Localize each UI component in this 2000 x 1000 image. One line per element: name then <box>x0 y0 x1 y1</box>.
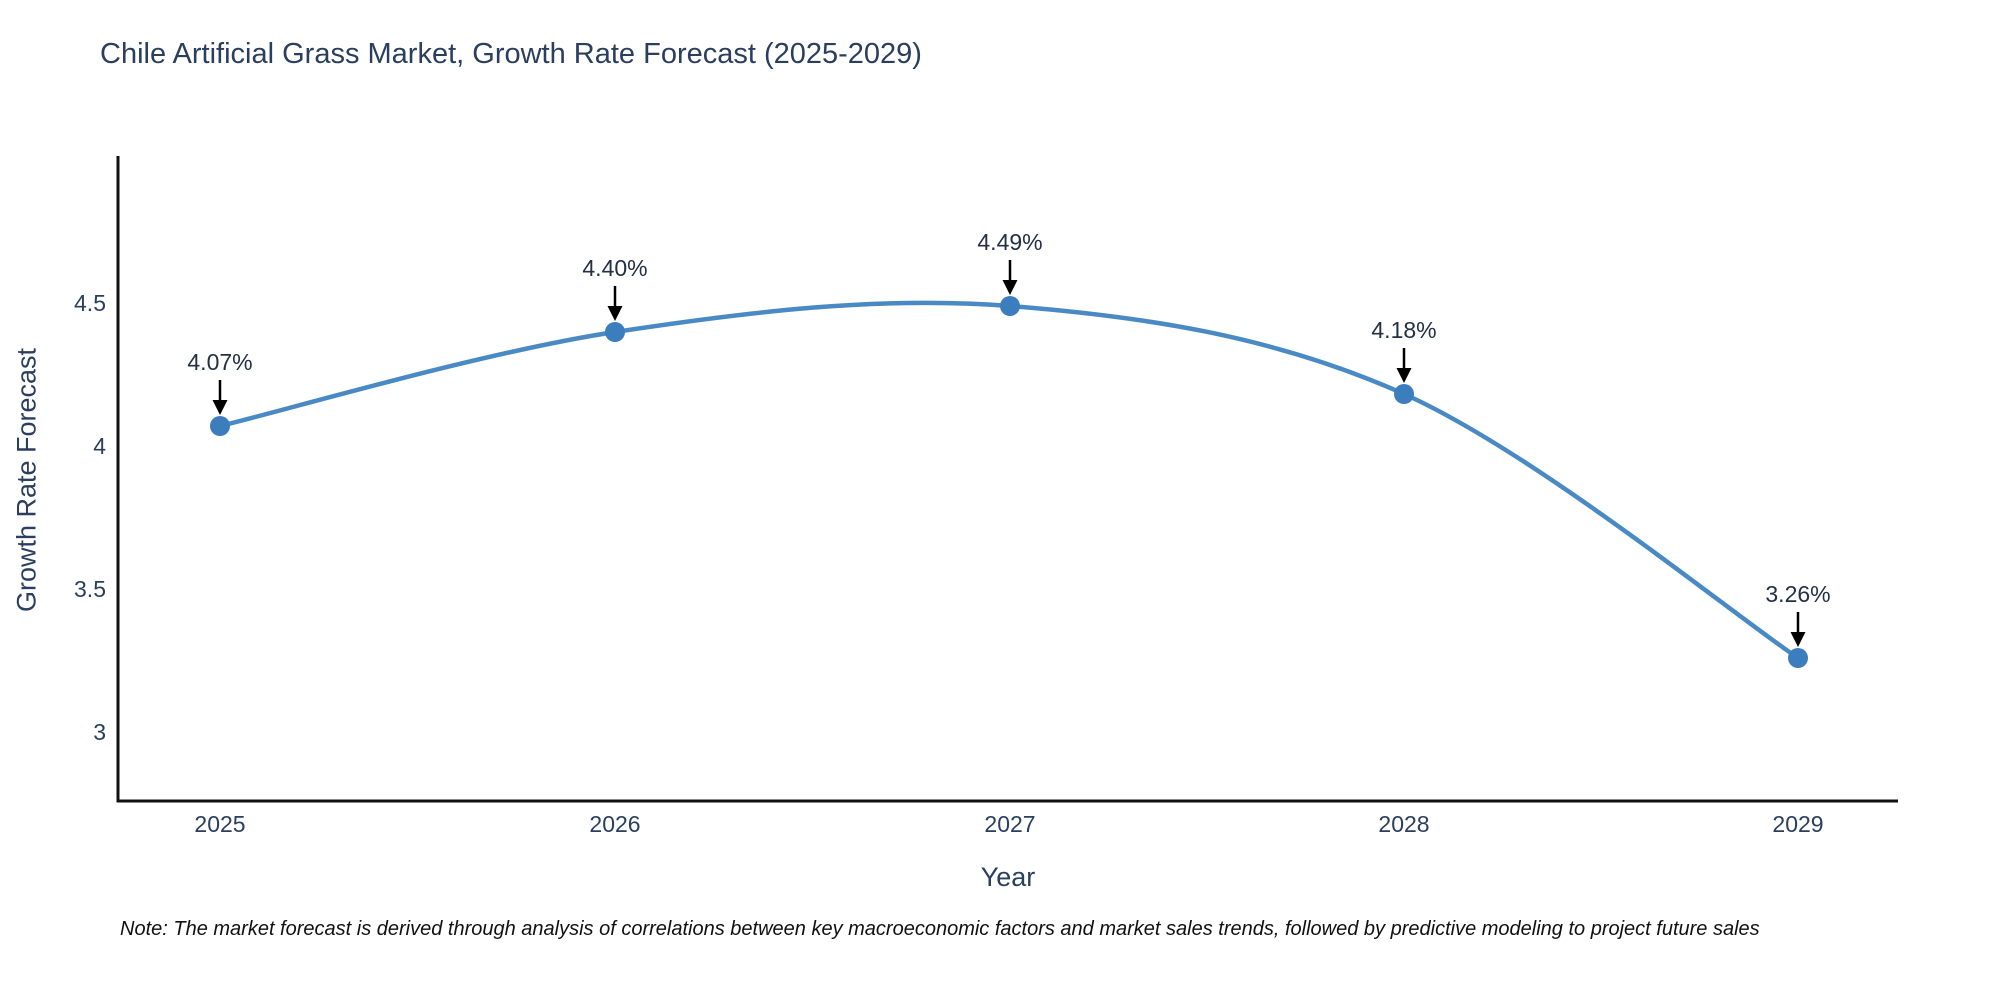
x-tick-2025: 2025 <box>194 811 246 837</box>
x-axis-title: Year <box>980 862 1036 892</box>
x-tick-2028: 2028 <box>1378 811 1430 837</box>
trend-line <box>217 300 1801 661</box>
annotation-arrow-2025 <box>212 380 228 415</box>
footnote: Note: The market forecast is derived thr… <box>120 918 1760 940</box>
point-label-2025: 4.07% <box>187 349 253 375</box>
y-axis-title: Growth Rate Forecast <box>11 347 42 613</box>
y-tick-4: 4 <box>93 433 106 459</box>
annotation-arrow-2026 <box>607 286 623 321</box>
data-point-2027 <box>1000 296 1020 316</box>
chart-title: Chile Artificial Grass Market, Growth Ra… <box>100 38 922 70</box>
data-point-2029 <box>1788 648 1808 668</box>
y-tick-4-5: 4.5 <box>74 290 106 316</box>
x-tick-2029: 2029 <box>1772 811 1824 837</box>
data-point-2025 <box>210 416 230 436</box>
y-tick-3: 3 <box>93 719 106 745</box>
annotation-arrow-2028 <box>1396 348 1412 383</box>
x-tick-2026: 2026 <box>589 811 641 837</box>
y-tick-3-5: 3.5 <box>74 576 106 602</box>
x-tick-2027: 2027 <box>984 811 1036 837</box>
data-point-2026 <box>605 322 625 342</box>
point-label-2029: 3.26% <box>1765 581 1831 607</box>
point-label-2028: 4.18% <box>1371 317 1437 343</box>
annotation-arrow-2029 <box>1790 612 1806 647</box>
data-point-2028 <box>1394 384 1414 404</box>
point-label-2026: 4.40% <box>582 255 648 281</box>
annotation-arrow-2027 <box>1002 260 1018 295</box>
point-label-2027: 4.49% <box>977 229 1043 255</box>
